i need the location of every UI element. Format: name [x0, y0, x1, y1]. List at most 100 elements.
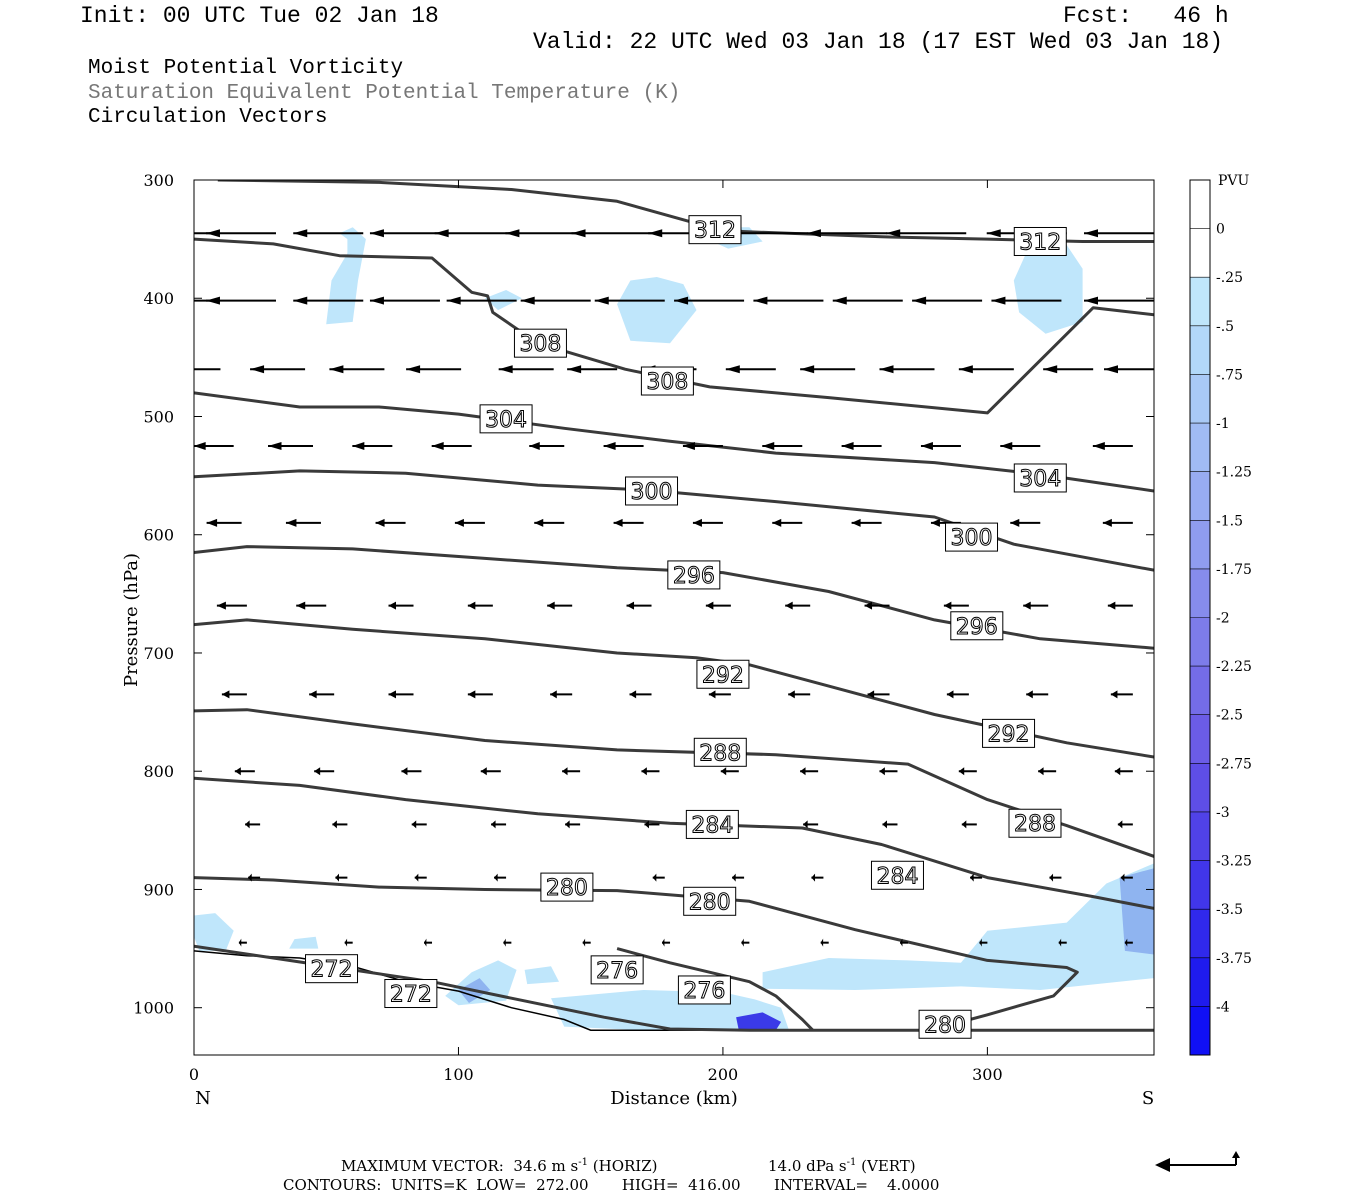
contour-label: 296 — [956, 615, 998, 640]
vector-arrowhead — [494, 873, 498, 882]
vector-arrowhead — [882, 820, 887, 829]
init-time: Init: 00 UTC Tue 02 Jan 18 — [80, 3, 439, 29]
x-tick-label: 100 — [443, 1065, 474, 1084]
contour-label: 280 — [924, 1013, 966, 1038]
vector-arrowhead — [886, 229, 901, 238]
vector-arrowhead — [1000, 442, 1013, 451]
vector-arrowhead — [534, 518, 544, 527]
pv-shade-region — [1013, 245, 1083, 334]
contour-label-box — [513, 328, 567, 358]
vector-arrowhead — [1110, 690, 1118, 699]
pv-shade-region — [326, 227, 366, 325]
title-line-1: Moist Potential Vorticity — [88, 57, 404, 80]
south-label: S — [1142, 1088, 1154, 1109]
colorbar-tick-label: -4 — [1216, 999, 1230, 1015]
vector-arrowhead — [806, 229, 821, 238]
contour-276 — [616, 947, 814, 1032]
contour-label-box — [640, 366, 694, 396]
vector-arrowhead — [352, 442, 365, 451]
north-label: N — [195, 1088, 211, 1109]
contour-label-box — [667, 560, 721, 590]
contour-label: 280 — [689, 890, 731, 915]
vector-arrowhead — [332, 820, 337, 829]
vector-arrowhead — [879, 365, 894, 374]
vector-arrowhead — [708, 690, 716, 699]
colorbar-swatch — [1190, 763, 1210, 813]
contour-label-box — [945, 522, 999, 552]
vector-arrowhead — [344, 938, 348, 947]
y-tick-label: 800 — [143, 762, 174, 781]
colorbar-tick-label: -3.5 — [1216, 902, 1243, 918]
contour-label-box — [688, 215, 742, 245]
pv-shade-region — [762, 863, 1154, 990]
y-tick-label: 600 — [143, 526, 174, 545]
contour-label: 284 — [691, 813, 733, 838]
vector-arrowhead — [958, 365, 973, 374]
colorbar-tick-label: -3.25 — [1216, 854, 1252, 870]
vector-arrowhead — [431, 442, 444, 451]
contour-280 — [194, 876, 1079, 1031]
vector-arrowhead — [498, 365, 513, 374]
vector-arrowhead — [1049, 873, 1054, 882]
contour-label: 312 — [694, 219, 736, 244]
contour-label: 272 — [390, 983, 432, 1008]
colorbar-swatch — [1190, 714, 1210, 764]
contour-label: 292 — [988, 722, 1030, 747]
max-vector-horiz: MAXIMUM VECTOR: 34.6 m s-1 (HORIZ) — [341, 1157, 658, 1175]
vector-arrowhead — [250, 365, 265, 374]
contour-label: 288 — [1014, 812, 1056, 837]
y-tick-label: 700 — [143, 644, 174, 663]
vector-arrowhead — [335, 873, 339, 882]
vector-arrowhead — [194, 442, 206, 451]
contour-label: 292 — [702, 663, 744, 688]
vector-arrowhead — [629, 690, 637, 699]
max-vector-vert: 14.0 dPa s-1 (VERT) — [768, 1157, 916, 1175]
colorbar-swatch — [1190, 860, 1210, 910]
vector-arrowhead — [772, 518, 782, 527]
pv-shade-region — [289, 936, 319, 949]
vector-arrowhead — [1107, 601, 1116, 610]
colorbar-swatch — [1190, 666, 1210, 716]
vector-arrowhead — [930, 518, 940, 527]
vector-arrowhead — [652, 873, 657, 882]
vector-arrowhead — [388, 690, 397, 699]
vector-arrowhead — [221, 690, 230, 699]
colorbar-swatch — [1190, 277, 1210, 327]
vector-arrowhead — [979, 938, 982, 947]
vector-arrowhead — [205, 296, 220, 305]
contour-label-box — [625, 476, 679, 506]
y-tick-label: 400 — [143, 289, 174, 308]
contour-label-box — [540, 872, 594, 902]
colorbar-swatch — [1190, 228, 1210, 278]
y-tick-label: 900 — [143, 880, 174, 899]
colorbar-swatch — [1190, 180, 1210, 230]
vector-arrowhead — [1114, 767, 1121, 776]
contour-label-layer: 312 312 308 308 304 304 300 300 296 296 292 292 288 2… — [305, 215, 1067, 1039]
contour-label: 304 — [485, 408, 527, 433]
vector-arrowhead — [424, 938, 427, 947]
contour-label-box — [685, 809, 739, 839]
vector-arrowhead — [732, 873, 736, 882]
title-line-3: Circulation Vectors — [88, 106, 328, 129]
vector-arrowhead — [841, 442, 854, 451]
contour-304 — [194, 391, 1154, 493]
vector-layer — [194, 229, 1154, 947]
vector-arrowhead — [388, 601, 397, 610]
vector-arrowhead — [411, 820, 417, 829]
colorbar-tick-label: -1.75 — [1216, 562, 1252, 578]
vector-arrowhead — [603, 442, 616, 451]
x-axis-label: Distance (km) — [610, 1088, 737, 1109]
vector-arrowhead — [648, 229, 663, 238]
vector-arrowhead — [1084, 229, 1098, 238]
vector-arrowhead — [296, 601, 306, 610]
contour-label: 280 — [546, 876, 588, 901]
vector-arrowhead — [582, 938, 586, 947]
vector-arrowhead — [594, 296, 609, 305]
vector-arrowhead — [946, 690, 954, 699]
vector-arrowhead — [1084, 296, 1098, 305]
vector-arrowhead — [329, 365, 344, 374]
vector-arrowhead — [565, 820, 570, 829]
contour-label: 308 — [646, 370, 688, 395]
vector-arrowhead — [644, 820, 649, 829]
vector-arrowhead — [467, 690, 476, 699]
